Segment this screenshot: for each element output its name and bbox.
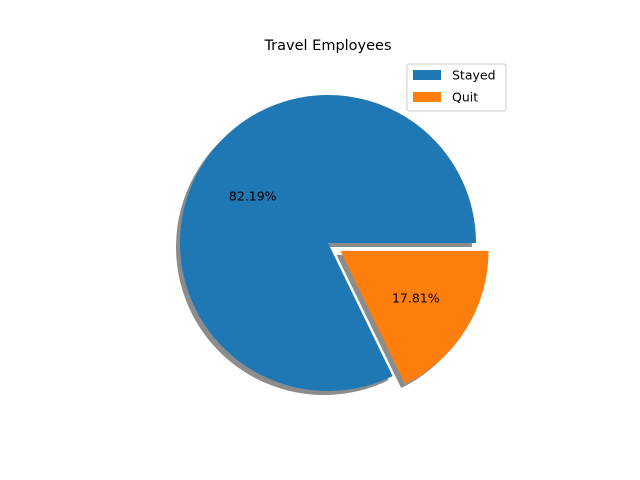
pie-slice-quit: [340, 250, 489, 385]
chart-title: Travel Employees: [263, 38, 391, 54]
pie-label-quit: 17.81%: [392, 290, 440, 305]
legend: Stayed Quit: [406, 63, 507, 112]
legend-label-stayed: Stayed: [452, 68, 496, 83]
pie-label-layer: 82.19% 17.81%: [229, 188, 440, 305]
pie-slice-stayed: [179, 95, 476, 392]
pie-label-stayed: 82.19%: [229, 188, 277, 203]
pie-slice-layer: [179, 95, 489, 392]
legend-swatch-stayed: [413, 70, 441, 80]
legend-swatch-quit: [413, 92, 441, 102]
legend-label-quit: Quit: [452, 90, 478, 105]
